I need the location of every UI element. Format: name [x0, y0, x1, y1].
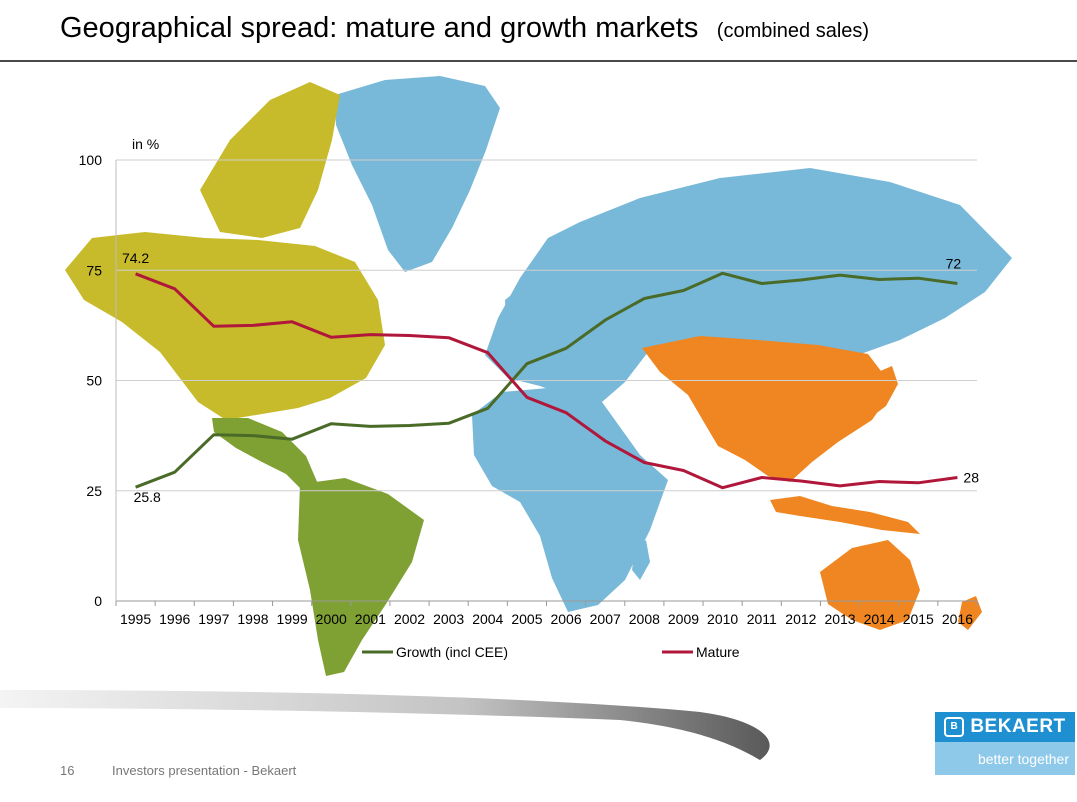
y-tick-label: 75 [86, 262, 102, 278]
x-tick-label: 2015 [903, 611, 934, 627]
data-label: 74.2 [122, 250, 149, 266]
data-label: 72 [946, 255, 962, 271]
y-axis-unit-label: in % [132, 136, 159, 152]
map-madagascar [632, 540, 650, 580]
y-tick-label: 50 [86, 373, 102, 389]
y-tick-label: 25 [86, 483, 102, 499]
y-axis: 0 25 50 75 100 [79, 152, 117, 609]
bekaert-mark-icon: B [944, 717, 965, 737]
map-japan [864, 366, 898, 418]
x-tick-label: 1997 [198, 611, 229, 627]
map-indonesia [770, 496, 920, 534]
map-scandinavia [540, 232, 604, 305]
y-tick-label: 100 [79, 152, 103, 168]
footer-text: Investors presentation - Bekaert [112, 763, 297, 778]
decorative-swoosh [0, 690, 770, 760]
chart-grid [116, 159, 977, 492]
series-line-mature [135, 272, 958, 490]
x-tick-label: 2005 [511, 611, 542, 627]
map-central-america [212, 418, 318, 494]
x-axis: 1995 1996 1997 1998 1999 2000 2001 2002 2003 2004… [115, 600, 978, 627]
page-number: 16 [60, 763, 75, 778]
slide-title-row: Geographical spread: mature and growth m… [60, 12, 869, 45]
legend-label: Growth (incl CEE) [396, 644, 508, 660]
x-tick-label: 2009 [668, 611, 699, 627]
x-tick-label: 2006 [550, 611, 581, 627]
logo-tagline-bar: better together [935, 742, 1075, 775]
map-australia [820, 540, 920, 630]
map-south-america [298, 478, 424, 676]
slide-title: Geographical spread: mature and growth m… [60, 12, 699, 44]
y-tick-label: 0 [94, 593, 102, 609]
x-tick-label: 2010 [707, 611, 738, 627]
x-tick-label: 1998 [237, 611, 268, 627]
x-tick-label: 2012 [785, 611, 816, 627]
chart-legend: Growth (incl CEE) Mature [362, 644, 740, 660]
title-divider [0, 60, 1077, 62]
world-map [65, 76, 1012, 676]
series-line-growth-incl-cee [135, 271, 958, 489]
x-tick-label: 2008 [629, 611, 660, 627]
x-tick-label: 1996 [159, 611, 190, 627]
x-tick-label: 1999 [277, 611, 308, 627]
x-tick-label: 1995 [120, 611, 151, 627]
x-tick-label: 2000 [316, 611, 347, 627]
data-label: 25.8 [134, 489, 161, 505]
logo-tagline: better together [977, 750, 1069, 767]
logo-brand-bar: B BEKAERT [935, 712, 1075, 742]
map-greenland [335, 76, 500, 272]
map-eurasia [485, 168, 1012, 402]
x-tick-label: 2013 [824, 611, 855, 627]
data-labels: 74.2 25.8 72 28 [122, 250, 979, 505]
legend-label: Mature [696, 644, 740, 660]
x-tick-label: 2002 [394, 611, 425, 627]
map-new-zealand [958, 596, 982, 630]
data-label: 28 [963, 470, 979, 486]
logo-brand: BEKAERT [970, 716, 1066, 737]
map-africa [472, 388, 668, 612]
map-asia [642, 336, 894, 482]
x-tick-label: 2014 [864, 611, 895, 627]
slide-subtitle: (combined sales) [716, 20, 870, 42]
map-british-isles [505, 288, 528, 322]
x-tick-label: 2007 [590, 611, 621, 627]
x-tick-label: 2011 [747, 611, 777, 627]
bekaert-logo: B BEKAERT better together [935, 712, 1075, 775]
x-tick-label: 2001 [355, 611, 386, 627]
x-tick-label: 2003 [433, 611, 464, 627]
x-tick-label: 2004 [472, 611, 503, 627]
series-layer [135, 271, 958, 490]
x-tick-label: 2016 [942, 611, 973, 627]
